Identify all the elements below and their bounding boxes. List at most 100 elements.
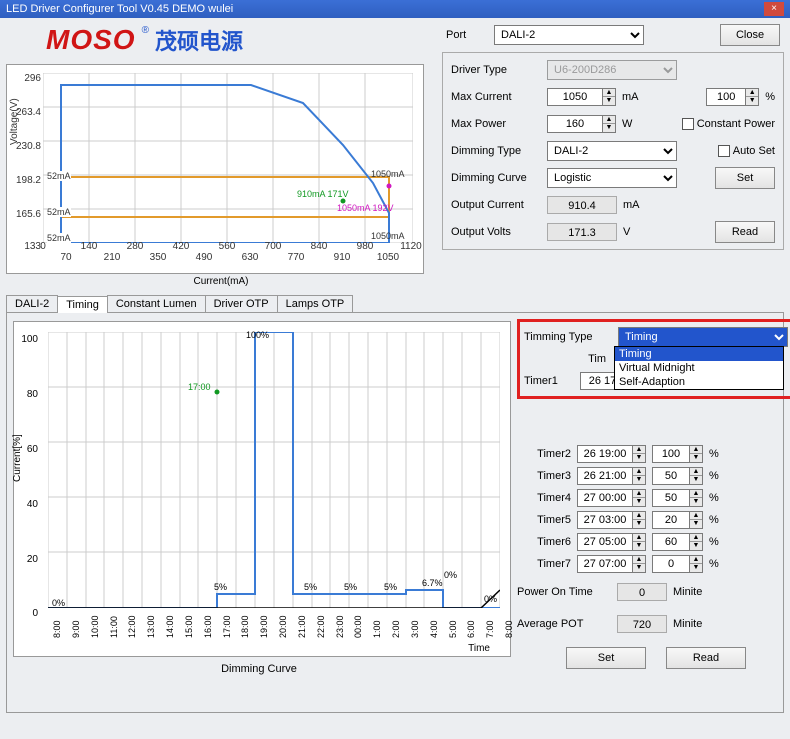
average-pot-value: 720	[617, 615, 667, 633]
max-power-input[interactable]	[547, 115, 603, 133]
output-volts-label: Output Volts	[451, 226, 541, 238]
chart-ann: 910mA 171V	[297, 189, 349, 199]
ytk: 80	[27, 389, 38, 400]
timer5-time[interactable]: ▲▼	[577, 511, 646, 529]
xtk: 15:00	[184, 615, 194, 638]
xtick: 980	[357, 241, 374, 252]
ytick: 198.2	[16, 175, 41, 186]
constant-power-checkbox[interactable]: Constant Power	[682, 118, 775, 130]
xtk: 23:00	[335, 615, 345, 638]
timer6-time[interactable]: ▲▼	[577, 533, 646, 551]
ytick: 296	[24, 73, 41, 84]
tab-constant-lumen[interactable]: Constant Lumen	[107, 295, 206, 312]
tab-dali2[interactable]: DALI-2	[6, 295, 58, 312]
power-on-time-label: Power On Time	[517, 586, 611, 598]
timing-type-dropdown[interactable]: Timing Virtual Midnight Self-Adaption	[614, 346, 784, 390]
timer2-time[interactable]: ▲▼	[577, 445, 646, 463]
ann: 6.7%	[422, 578, 443, 588]
power-on-time-value: 0	[617, 583, 667, 601]
timer3-pct[interactable]: ▲▼	[652, 467, 703, 485]
timing-read-button[interactable]: Read	[666, 647, 746, 669]
xtk: 5:00	[448, 620, 458, 638]
ann: 5%	[384, 582, 397, 592]
unit: mA	[622, 91, 639, 103]
max-current-pct-input[interactable]	[706, 88, 746, 106]
dropdown-opt-self-adaption[interactable]: Self-Adaption	[615, 375, 783, 389]
max-current-spinner[interactable]: ▲▼	[547, 88, 616, 106]
window-title: LED Driver Configurer Tool V0.45 DEMO wu…	[6, 3, 233, 15]
chart-ann: 1050mA	[371, 169, 405, 179]
max-current-input[interactable]	[547, 88, 603, 106]
xtk: 7:00	[485, 620, 495, 638]
port-select[interactable]: DALI-2	[494, 25, 644, 45]
chart-xlabel: Current(mA)	[6, 276, 436, 287]
dimming-curve-select[interactable]: Logistic	[547, 168, 677, 188]
logo-reg: ®	[142, 25, 149, 36]
xtick: 490	[196, 252, 213, 263]
dropdown-opt-virtual-midnight[interactable]: Virtual Midnight	[615, 361, 783, 375]
output-volts-value: 171.3	[547, 223, 617, 241]
xtk: 00:00	[353, 615, 363, 638]
ann: 17:00	[188, 382, 211, 392]
logo-brand: MOSO	[46, 24, 136, 56]
unit: %	[709, 514, 719, 526]
xtk: 4:00	[429, 620, 439, 638]
tab-lamps-otp[interactable]: Lamps OTP	[277, 295, 354, 312]
close-button[interactable]: Close	[720, 24, 780, 46]
voltage-current-chart: Voltage(V)	[6, 64, 424, 274]
ann: 0%	[484, 594, 497, 604]
timer3-time[interactable]: ▲▼	[577, 467, 646, 485]
tab-timing[interactable]: Timing	[57, 296, 108, 313]
timing-set-button[interactable]: Set	[566, 647, 646, 669]
xtick: 140	[81, 241, 98, 252]
timing-type-highlight: Timming Type Timing Tim Timer1 ▲▼ Timing…	[517, 319, 790, 399]
xtick: 840	[311, 241, 328, 252]
ytk: 40	[27, 499, 38, 510]
dimchart-title-below: Dimming Curve	[7, 663, 511, 675]
ytick: 263.4	[16, 107, 41, 118]
max-current-label: Max Current	[451, 91, 541, 103]
logo-cn: 茂硕电源	[155, 24, 243, 56]
timer4-time[interactable]: ▲▼	[577, 489, 646, 507]
xtk: 6:00	[466, 620, 476, 638]
xtk: 16:00	[203, 615, 213, 638]
timer4-pct[interactable]: ▲▼	[652, 489, 703, 507]
ytk: 100	[21, 334, 38, 345]
xtick: 1120	[400, 241, 422, 252]
output-current-label: Output Current	[451, 199, 541, 211]
output-current-value: 910.4	[547, 196, 617, 214]
timer7-time[interactable]: ▲▼	[577, 555, 646, 573]
window-close-button[interactable]: ×	[764, 2, 784, 16]
max-current-pct-spinner[interactable]: ▲▼	[706, 88, 759, 106]
timer2-pct[interactable]: ▲▼	[652, 445, 703, 463]
dimming-type-label: Dimming Type	[451, 145, 541, 157]
auto-set-checkbox[interactable]: Auto Set	[718, 145, 775, 157]
timer6-label: Timer6	[517, 536, 571, 548]
unit: %	[709, 536, 719, 548]
set-button[interactable]: Set	[715, 167, 775, 189]
timer7-pct[interactable]: ▲▼	[652, 555, 703, 573]
ann: 0%	[444, 570, 457, 580]
dimming-type-select[interactable]: DALI-2	[547, 141, 677, 161]
timer5-pct[interactable]: ▲▼	[652, 511, 703, 529]
chart-ann: 1050mA	[371, 231, 405, 241]
read-button[interactable]: Read	[715, 221, 775, 243]
xtk: 21:00	[297, 615, 307, 638]
timer6-pct[interactable]: ▲▼	[652, 533, 703, 551]
ytk: 60	[27, 444, 38, 455]
xtk: 3:00	[410, 620, 420, 638]
dropdown-opt-timing[interactable]: Timing	[615, 347, 783, 361]
unit: %	[709, 470, 719, 482]
xtick: 560	[219, 241, 236, 252]
port-label: Port	[446, 29, 486, 41]
xtick: 70	[60, 252, 71, 263]
unit: V	[623, 226, 630, 238]
tab-driver-otp[interactable]: Driver OTP	[205, 295, 278, 312]
xtk: 14:00	[165, 615, 175, 638]
max-power-spinner[interactable]: ▲▼	[547, 115, 616, 133]
timer1-label: Timer1	[524, 375, 574, 387]
xtk: 13:00	[146, 615, 156, 638]
title-bar: LED Driver Configurer Tool V0.45 DEMO wu…	[0, 0, 790, 18]
dimming-curve-label: Dimming Curve	[451, 172, 541, 184]
timing-type-select[interactable]: Timing	[618, 327, 788, 347]
